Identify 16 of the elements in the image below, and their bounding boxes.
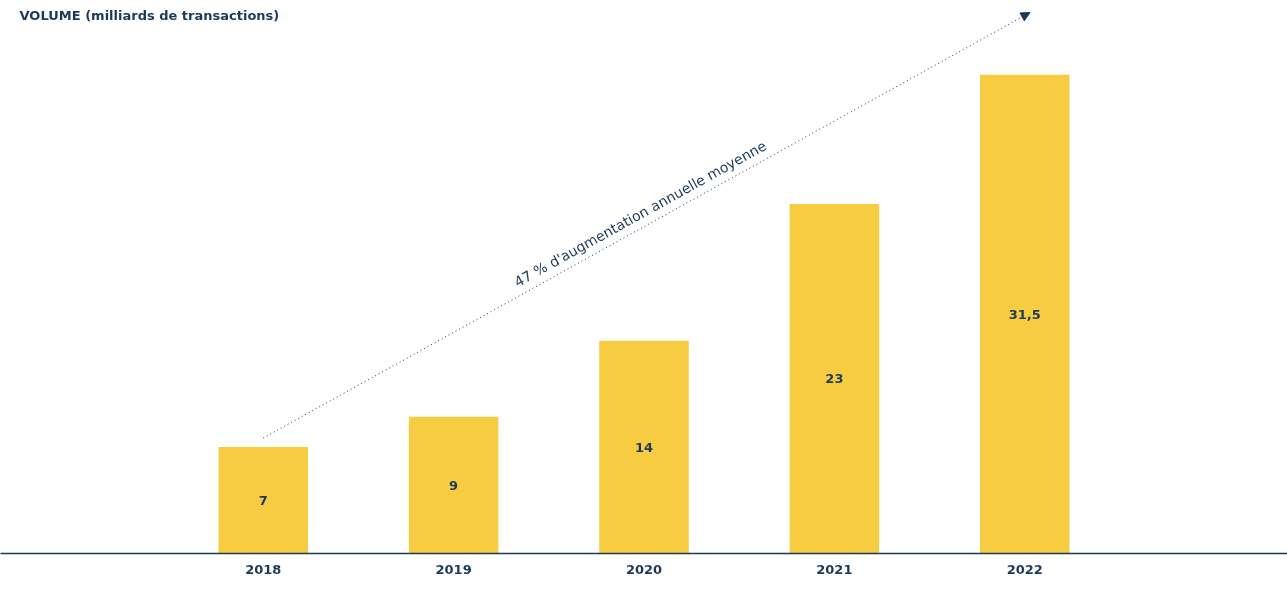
x-tick-label: 2022 <box>1006 561 1043 577</box>
data-label: 23 <box>825 371 844 387</box>
bar <box>599 340 689 554</box>
chart-title: VOLUME (milliards de transactions) <box>19 8 280 23</box>
bar <box>218 447 308 554</box>
bar <box>408 416 499 554</box>
data-label: 14 <box>634 439 654 455</box>
x-tick-label: 2019 <box>435 561 472 577</box>
bar <box>789 203 880 554</box>
x-tick-label: 2018 <box>245 561 282 577</box>
data-label: 31,5 <box>1008 306 1041 322</box>
x-tick-label: 2020 <box>625 561 663 577</box>
x-tick-label: 2021 <box>816 561 853 577</box>
data-label: 7 <box>258 492 268 508</box>
data-label: 9 <box>449 477 459 493</box>
bar <box>980 74 1070 554</box>
